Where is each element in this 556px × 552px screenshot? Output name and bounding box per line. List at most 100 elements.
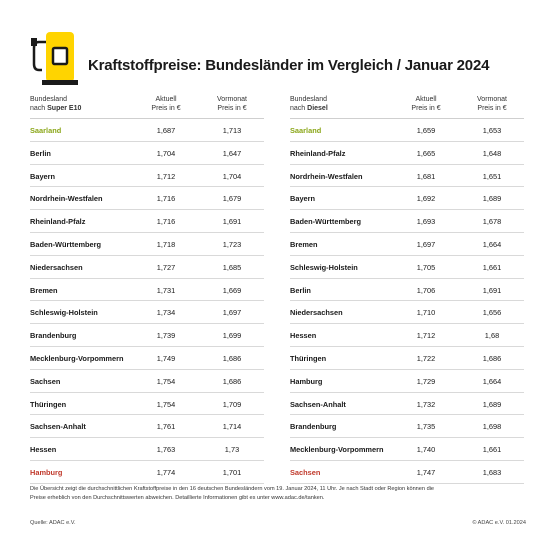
- table-row: Schleswig-Holstein 1,734 1,697: [30, 301, 264, 325]
- current-price-cell: 1,774: [156, 467, 176, 477]
- current-price-cell: 1,659: [416, 126, 436, 135]
- state-cell: Rheinland-Pfalz: [290, 148, 346, 158]
- table-row: Niedersachsen 1,727 1,685: [30, 256, 264, 279]
- column-header-current: Aktuell Preis in €: [140, 96, 192, 113]
- previous-price-cell: 1,704: [222, 171, 242, 181]
- state-cell: Schleswig-Holstein: [290, 262, 358, 272]
- previous-price-cell: 1,678: [482, 217, 502, 227]
- previous-price-cell: 1,68: [484, 331, 500, 341]
- state-cell: Sachsen-Anhalt: [290, 399, 346, 409]
- state-cell: Saarland: [290, 126, 322, 135]
- header-label: nach: [30, 104, 46, 112]
- previous-price-cell: 1,686: [222, 353, 242, 363]
- table-row: Nordrhein-Westfalen 1,716 1,679: [30, 187, 264, 211]
- table-row: Mecklenburg-Vorpommern 1,749 1,686: [30, 347, 264, 370]
- table-row: Niedersachsen 1,710 1,656: [290, 301, 524, 325]
- current-price-cell: 1,734: [156, 308, 176, 318]
- header-label: Bundesland: [290, 96, 327, 103]
- state-cell: Hamburg: [30, 467, 63, 477]
- table-row: Rheinland-Pfalz 1,716 1,691: [30, 210, 264, 233]
- current-price-cell: 1,754: [156, 399, 176, 409]
- previous-price-cell: 1,701: [222, 467, 242, 477]
- table-row: Bayern 1,692 1,689: [290, 187, 524, 211]
- current-price-cell: 1,739: [156, 331, 176, 341]
- previous-price-cell: 1,697: [222, 308, 242, 318]
- previous-price-cell: 1,669: [222, 285, 242, 295]
- state-cell: Nordrhein-Westfalen: [30, 194, 103, 204]
- previous-price-cell: 1,664: [482, 376, 502, 386]
- table-row: Rheinland-Pfalz 1,665 1,648: [290, 142, 524, 165]
- state-cell: Hamburg: [290, 376, 323, 386]
- state-cell: Sachsen-Anhalt: [30, 422, 86, 432]
- state-cell: Berlin: [30, 148, 51, 158]
- previous-price-cell: 1,698: [482, 422, 502, 432]
- current-price-cell: 1,735: [416, 422, 436, 432]
- previous-price-cell: 1,714: [222, 422, 242, 432]
- table-row: Schleswig-Holstein 1,705 1,661: [290, 256, 524, 279]
- table-row: Nordrhein-Westfalen 1,681 1,651: [290, 165, 524, 188]
- previous-price-cell: 1,661: [482, 262, 502, 272]
- header-sub: nach Super E10: [30, 105, 81, 114]
- current-price-cell: 1,681: [416, 171, 436, 181]
- previous-price-cell: 1,689: [482, 399, 502, 409]
- table-body: Saarland 1,659 1,653 Rheinland-Pfalz 1,665 1,…: [290, 119, 524, 484]
- table-row: Hamburg 1,729 1,664: [290, 370, 524, 393]
- table-row: Sachsen 1,754 1,686: [30, 370, 264, 393]
- fuel-type-label: Diesel: [307, 104, 328, 112]
- current-price-cell: 1,705: [416, 262, 436, 272]
- header-label: nach: [290, 104, 306, 112]
- state-cell: Baden-Württemberg: [290, 217, 362, 227]
- header-label: Preis in €: [411, 104, 441, 112]
- column-header-state: Bundesland nach Diesel: [290, 96, 328, 113]
- current-price-cell: 1,712: [416, 331, 436, 341]
- table-diesel: Bundesland nach Diesel Aktuell Preis in …: [290, 94, 524, 484]
- column-header-state: Bundesland nach Super E10: [30, 96, 81, 113]
- header-label: Bundesland: [30, 96, 67, 103]
- current-price-cell: 1,761: [156, 422, 176, 432]
- current-price-cell: 1,716: [156, 194, 176, 204]
- footnote: Die Übersicht zeigt die durchschnittlich…: [30, 485, 530, 503]
- previous-price-cell: 1,691: [222, 217, 242, 227]
- fuel-pump-icon: [31, 32, 78, 85]
- table-row: Sachsen 1,747 1,683: [290, 461, 524, 484]
- header-label: Preis in €: [217, 104, 247, 112]
- current-price-cell: 1,706: [416, 285, 436, 295]
- state-cell: Schleswig-Holstein: [30, 308, 98, 318]
- previous-price-cell: 1,664: [482, 239, 502, 249]
- current-price-cell: 1,704: [156, 148, 176, 158]
- previous-price-cell: 1,709: [222, 399, 242, 409]
- table-row: Hamburg 1,774 1,701: [30, 461, 264, 484]
- footnote-line: Die Übersicht zeigt die durchschnittlich…: [30, 486, 435, 492]
- table-row: Bayern 1,712 1,704: [30, 165, 264, 188]
- state-cell: Baden-Württemberg: [30, 239, 102, 249]
- previous-price-cell: 1,653: [482, 126, 502, 135]
- current-price-cell: 1,740: [416, 445, 436, 455]
- state-cell: Sachsen: [30, 376, 61, 386]
- table-row: Bremen 1,731 1,669: [30, 279, 264, 302]
- previous-price-cell: 1,656: [482, 308, 502, 318]
- previous-price-cell: 1,686: [482, 353, 502, 363]
- table-header: Bundesland nach Diesel Aktuell Preis in …: [290, 94, 524, 119]
- previous-price-cell: 1,691: [482, 285, 502, 295]
- state-cell: Thüringen: [30, 399, 67, 409]
- header-label: Aktuell: [415, 96, 437, 103]
- table-row: Brandenburg 1,739 1,699: [30, 324, 264, 347]
- state-cell: Bremen: [30, 285, 58, 295]
- state-cell: Bayern: [30, 171, 56, 181]
- table-row: Mecklenburg-Vorpommern 1,740 1,661: [290, 438, 524, 461]
- current-price-cell: 1,693: [416, 217, 436, 227]
- state-cell: Hessen: [290, 331, 317, 341]
- current-price-cell: 1,718: [156, 239, 176, 249]
- table-super-e10: Bundesland nach Super E10 Aktuell Preis …: [30, 94, 264, 484]
- state-cell: Saarland: [30, 126, 62, 135]
- previous-price-cell: 1,661: [482, 445, 502, 455]
- page-title: Kraftstoffpreise: Bundesländer im Vergle…: [88, 57, 490, 74]
- table-row: Brandenburg 1,735 1,698: [290, 415, 524, 439]
- state-cell: Nordrhein-Westfalen: [290, 171, 363, 181]
- header-sub: nach Diesel: [290, 105, 328, 114]
- previous-price-cell: 1,713: [222, 126, 242, 135]
- previous-price-cell: 1,683: [482, 467, 502, 477]
- state-cell: Berlin: [290, 285, 311, 295]
- state-cell: Bayern: [290, 194, 316, 204]
- current-price-cell: 1,727: [156, 262, 176, 272]
